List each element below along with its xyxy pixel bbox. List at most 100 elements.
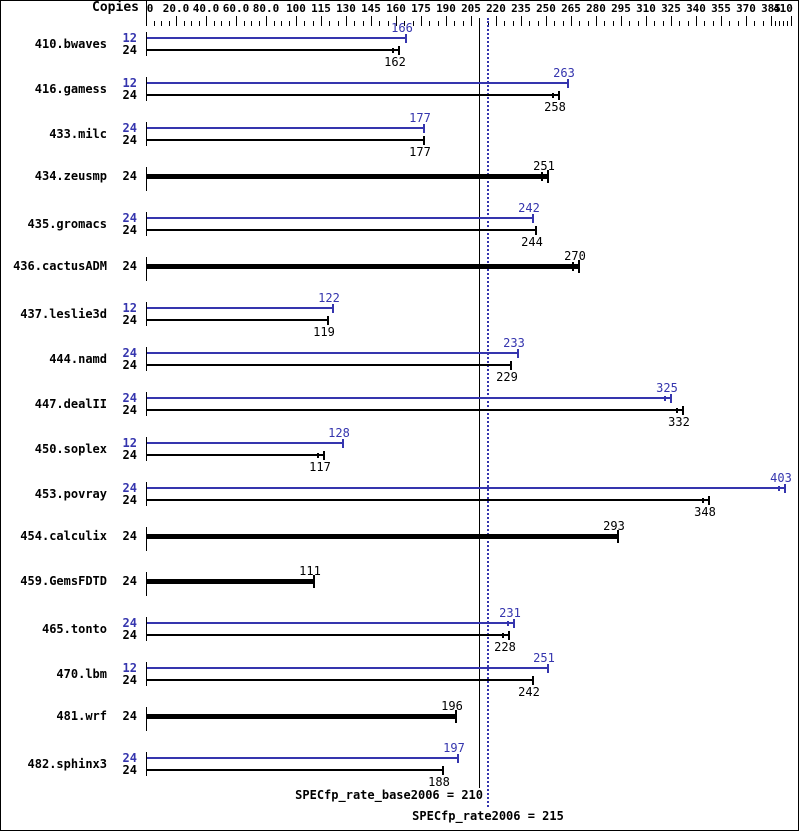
axis-tick-label: 355 [711,2,731,15]
peak-value-label: 251 [533,651,555,665]
peak-value-label: 166 [391,21,413,35]
axis-tick-label: 280 [586,2,606,15]
copies-label: 24 [122,43,137,57]
axis-tick-label: 310 [636,2,656,15]
copies-label: 24 [122,346,137,360]
bar-end-cap [508,631,510,640]
axis-tick-label: 205 [461,2,481,15]
axis-tick-label: 20.0 [162,2,190,15]
axis-minor-tick [161,21,162,26]
benchmark-name: 454.calculix [20,529,107,543]
axis-tick-label: 115 [311,2,331,15]
peak-value-label: 242 [518,201,540,215]
axis-minor-tick [221,21,222,26]
x-axis: 0 20.0 40.0 60.0 80.0 100 115 130 145 160 175 190 20… [1,1,798,27]
axis-minor-tick [454,21,455,26]
axis-tick [446,16,447,26]
benchmark-group: 436.cactusADM 24 270 [1,249,798,298]
base-value-label: 293 [603,519,625,533]
plot-area: 410.bwaves 12 166 24 162 416.gamess 12 263 24 258… [1,22,798,788]
group-zero-line [146,32,147,56]
axis-minor-tick [304,21,305,26]
axis-minor-tick [429,21,430,26]
axis-tick-label: 370 [736,2,756,15]
base-bar [147,579,314,584]
base-bar [147,139,424,141]
axis-tick [496,16,497,26]
peak-bar [147,622,514,624]
axis-tick-label: 325 [661,2,681,15]
axis-tick [721,16,722,26]
axis-tick-label: 145 [361,2,381,15]
copies-label: 24 [122,481,137,495]
benchmark-name: 434.zeusmp [34,169,107,183]
benchmark-group: 481.wrf 24 196 [1,700,798,748]
copies-label: 12 [122,436,137,450]
group-zero-line [146,77,147,101]
axis-tick-label: 40.0 [192,2,220,15]
benchmark-name: 465.tonto [41,622,107,636]
axis-tick [546,16,547,26]
axis-minor-tick [388,21,389,26]
axis-minor-tick [363,21,364,26]
axis-tick-label: 100 [286,2,306,15]
axis-minor-tick [779,21,780,26]
axis-tick-label: 295 [611,2,631,15]
group-zero-line [146,617,147,641]
axis-minor-tick [438,21,439,26]
bar-end-cap [342,439,344,448]
peak-bar [147,397,671,399]
benchmark-name: 444.namd [49,352,107,366]
peak-bar [147,487,785,489]
bar-whisker-tick [541,172,543,181]
copies-label: 24 [122,616,137,630]
bar-end-cap [442,766,444,775]
benchmark-name: 447.dealII [34,397,107,411]
axis-tick [206,16,207,26]
axis-minor-tick [713,21,714,26]
axis-tick [296,16,297,26]
group-zero-line [146,302,147,326]
peak-value-label: 263 [553,66,575,80]
bar-end-cap [670,394,672,403]
copies-label: 24 [122,133,137,147]
base-bar [147,679,533,681]
axis-tick [421,16,422,26]
axis-minor-tick [259,21,260,26]
bar-end-cap [547,170,549,183]
base-bar [147,264,579,269]
copies-label: 24 [122,709,137,723]
bar-end-cap [535,226,537,235]
benchmark-name: 453.povray [34,487,107,501]
base-bar [147,499,709,501]
axis-minor-tick [404,21,405,26]
benchmark-group: 416.gamess 12 263 24 258 [1,67,798,118]
copies-label: 24 [122,574,137,588]
axis-tick-label: 250 [536,2,556,15]
axis-tick-label: 0 [146,2,154,15]
group-zero-line [146,572,147,596]
axis-tick [146,16,147,26]
axis-tick [596,16,597,26]
base-value-label: 270 [564,249,586,263]
axis-minor-tick [729,21,730,26]
axis-minor-tick [191,21,192,26]
axis-minor-tick [379,21,380,26]
axis-tick [471,16,472,26]
bar-whisker-tick [778,486,780,491]
group-zero-line [146,392,147,416]
bar-end-cap [784,484,786,493]
copies-label: 24 [122,628,137,642]
benchmark-name: 416.gamess [34,82,107,96]
copies-label: 24 [122,88,137,102]
benchmark-group: 450.soplex 12 128 24 117 [1,427,798,478]
base-bar [147,49,399,51]
base-bar [147,714,456,719]
axis-tick-label: 130 [336,2,356,15]
copies-label: 12 [122,301,137,315]
copies-label: 24 [122,751,137,765]
benchmark-name: 482.sphinx3 [27,757,107,771]
copies-label: 24 [122,448,137,462]
bar-end-cap [578,260,580,273]
axis-minor-tick [554,21,555,26]
